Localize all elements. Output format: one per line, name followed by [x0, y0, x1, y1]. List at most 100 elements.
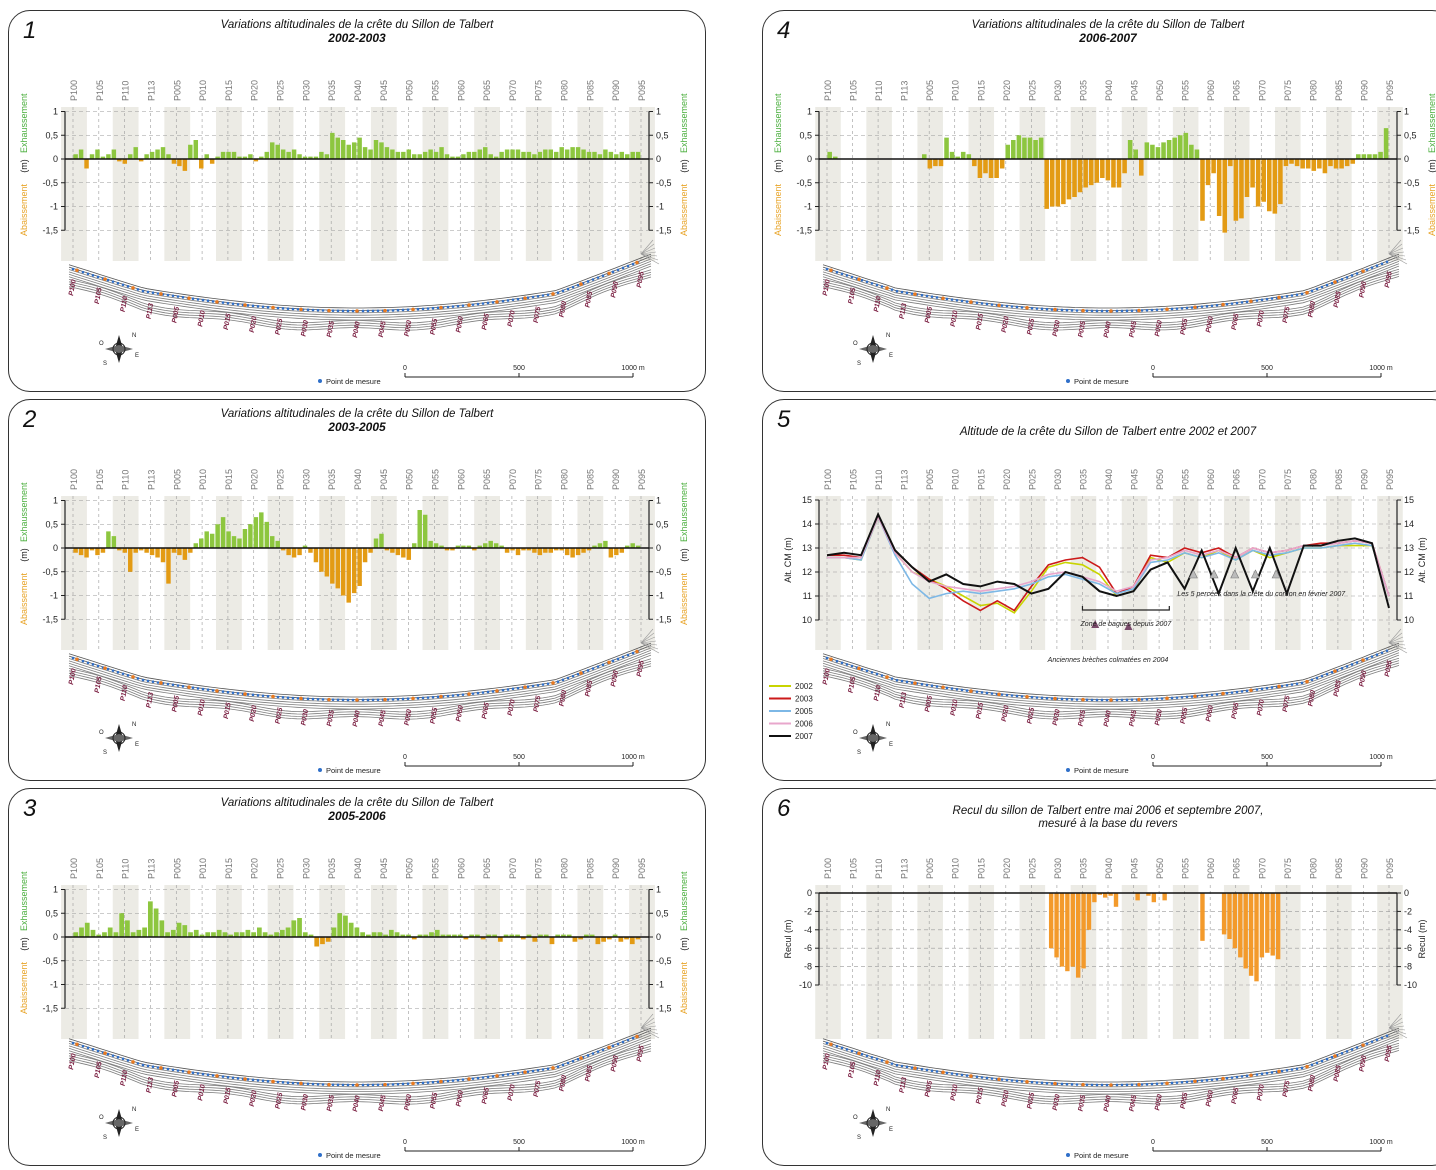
- map-point: [586, 669, 590, 672]
- profile-label: P015: [224, 469, 234, 490]
- map-point: [471, 1077, 475, 1080]
- bar: [446, 934, 452, 937]
- map-point: [206, 688, 210, 692]
- compass-needle: [105, 734, 133, 742]
- map-label: P005: [924, 1080, 934, 1097]
- bar: [122, 548, 128, 553]
- compass-needle: [859, 734, 887, 742]
- map-point: [531, 684, 535, 688]
- map-point: [591, 278, 595, 281]
- bar: [188, 548, 193, 553]
- bar: [608, 151, 614, 159]
- map-label: P055: [1180, 1092, 1190, 1109]
- profile-label: P025: [276, 469, 286, 490]
- map-point: [1333, 1054, 1337, 1058]
- bar: [215, 524, 220, 548]
- map-point: [566, 676, 570, 680]
- map-point: [969, 689, 973, 693]
- profile-label: P030: [1053, 80, 1063, 101]
- map-fan: [1388, 1027, 1406, 1031]
- map-label: P080: [559, 690, 569, 707]
- y-tick-label: -10: [1404, 980, 1417, 990]
- bar: [1033, 140, 1038, 159]
- map-label: P015: [223, 313, 233, 330]
- map-point: [1030, 695, 1034, 699]
- map-point: [1385, 260, 1389, 264]
- compass-o: O: [99, 1115, 104, 1121]
- profile-label: P075: [534, 469, 544, 490]
- map-point: [401, 1082, 405, 1086]
- scale-label: 1000 m: [1369, 1139, 1393, 1146]
- map-point: [1320, 285, 1324, 289]
- map-label: P035: [326, 321, 336, 338]
- bar: [1133, 149, 1139, 159]
- map-point: [910, 1066, 914, 1069]
- map-label: P085: [1333, 1065, 1343, 1082]
- y-axis-title: Alt. CM (m): [783, 537, 793, 583]
- bar: [1255, 159, 1261, 207]
- profile-label: P010: [951, 80, 961, 101]
- map-point: [501, 688, 505, 692]
- bar: [357, 137, 362, 159]
- bar: [308, 156, 313, 159]
- panel-subtitle: 2005-2006: [328, 809, 386, 823]
- map-point: [226, 301, 230, 305]
- bar: [297, 154, 302, 159]
- map-point: [1090, 309, 1094, 313]
- map-point: [930, 684, 934, 688]
- y-label-loss: Abaissement: [679, 572, 689, 625]
- map-point: [611, 659, 615, 663]
- bar: [106, 154, 111, 159]
- y-tick-label: -1,5: [656, 225, 672, 235]
- y-tick-label: -0,5: [42, 567, 58, 577]
- map-label: P030: [1052, 1094, 1062, 1111]
- compass-e: E: [135, 353, 139, 359]
- panel-5: 5 Altitude de la crête du Sillon de Talb…: [762, 399, 1436, 781]
- bar: [1243, 893, 1248, 969]
- bar: [1083, 159, 1088, 188]
- map-point: [1137, 308, 1141, 313]
- map-point: [845, 663, 849, 666]
- bar: [357, 548, 362, 586]
- map-label: P090: [1359, 670, 1369, 687]
- bar: [1066, 159, 1072, 200]
- bar: [324, 548, 330, 577]
- map-point: [321, 1083, 325, 1086]
- map-point: [1225, 302, 1229, 306]
- map-point: [925, 683, 929, 687]
- bar: [242, 529, 248, 548]
- map-label: P040: [352, 321, 362, 338]
- map-contour: [822, 263, 1400, 318]
- map-point: [146, 290, 150, 294]
- bar: [155, 149, 160, 159]
- profile-label: P075: [1283, 80, 1293, 101]
- map-contour: [822, 647, 1400, 703]
- series-line-2007: [826, 511, 1390, 609]
- y-label-gain: Exhaussement: [19, 871, 29, 931]
- map-contour: [68, 253, 652, 309]
- bar: [341, 140, 346, 159]
- map-point: [960, 688, 964, 692]
- profile-band: [629, 496, 655, 650]
- scale-label: 500: [1261, 365, 1273, 372]
- bar: [434, 929, 440, 937]
- bar: [586, 151, 592, 159]
- map-point: [955, 1072, 959, 1076]
- bar: [592, 545, 597, 548]
- map-fan: [640, 642, 658, 646]
- map-point: [327, 1082, 331, 1087]
- map-point: [1115, 698, 1119, 702]
- map-fan: [1388, 636, 1404, 644]
- bar: [452, 934, 457, 937]
- bar: [165, 932, 170, 937]
- map-point: [236, 1077, 240, 1080]
- map-point: [1280, 1069, 1284, 1073]
- map-point: [857, 277, 861, 282]
- profile-label: P005: [172, 469, 182, 490]
- bar: [177, 159, 182, 167]
- map-point: [386, 309, 390, 312]
- map-point: [1109, 698, 1113, 702]
- map-label: P050: [1154, 1094, 1164, 1111]
- map-contour: [822, 1037, 1400, 1092]
- map-label: P055: [430, 707, 440, 724]
